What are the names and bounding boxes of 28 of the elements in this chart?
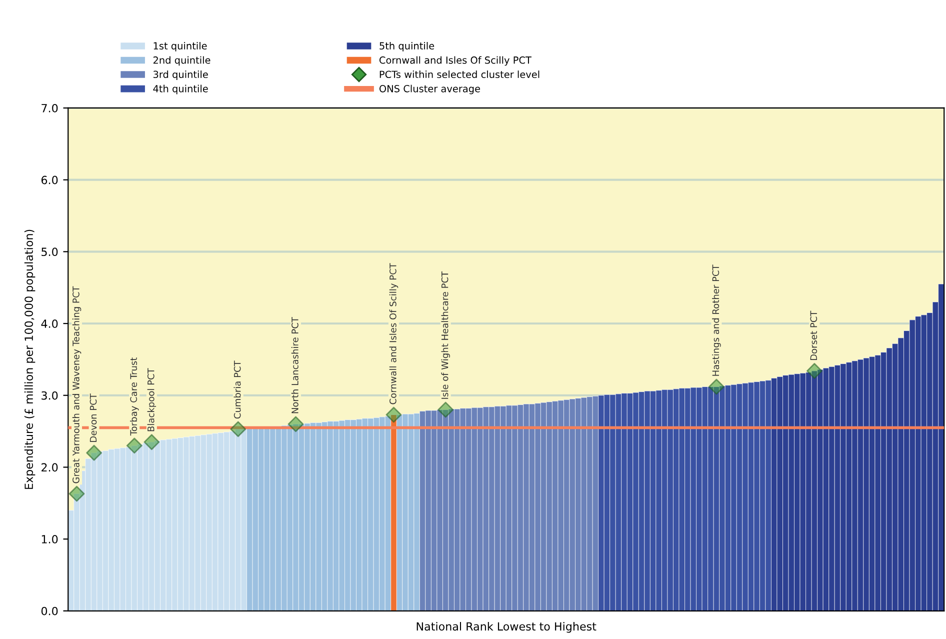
legend-label: Cornwall and Isles Of Scilly PCT: [379, 56, 532, 66]
y-tick-label: 7.0: [42, 104, 58, 112]
legend-label: 4th quintile: [153, 84, 208, 94]
legend-label: ONS Cluster average: [379, 84, 480, 94]
x-tick-label: Cornwall and Isles Of Scilly PCT: [389, 263, 398, 404]
legend-label: 1st quintile: [154, 42, 207, 52]
x-tick-label: Devon PCT: [90, 394, 97, 442]
x-tick-label: Cumbria PCT: [234, 360, 241, 419]
x-tick-label: Hastings and Rother PCT: [712, 264, 721, 376]
y-tick-label: 1.0: [42, 535, 58, 544]
y-tick-label: 2.0: [42, 463, 58, 472]
x-tick-label: Dorset PCT: [810, 310, 818, 360]
y-axis-title: Expenditure (£ million per 100,000 population): [24, 230, 36, 489]
x-tick-label: North Lancashire PCT: [291, 316, 298, 414]
y-tick-label: 6.0: [41, 176, 58, 184]
y-tick-label: 5.0: [42, 248, 58, 256]
y-tick-label: 4.0: [41, 319, 58, 328]
legend-label: 3rd quintile: [153, 70, 208, 80]
legend-label: 5th quintile: [380, 42, 434, 52]
y-tick-label: 0.0: [41, 606, 58, 616]
x-axis-title: National Rank Lowest to Highest: [416, 622, 596, 633]
y-tick-label: 3.0: [42, 391, 58, 400]
x-tick-label: Great Yarmouth and Waveney Teaching PCT: [72, 286, 82, 484]
legend-label: 2nd quintile: [153, 56, 210, 66]
legend-label: PCTs within selected cluster level: [380, 70, 540, 78]
x-tick-label: Blackpool PCT: [147, 368, 156, 432]
x-tick-label: Torbay Care Trust: [130, 357, 139, 436]
x-tick-label: Isle of Wight Healthcare PCT: [441, 271, 450, 399]
